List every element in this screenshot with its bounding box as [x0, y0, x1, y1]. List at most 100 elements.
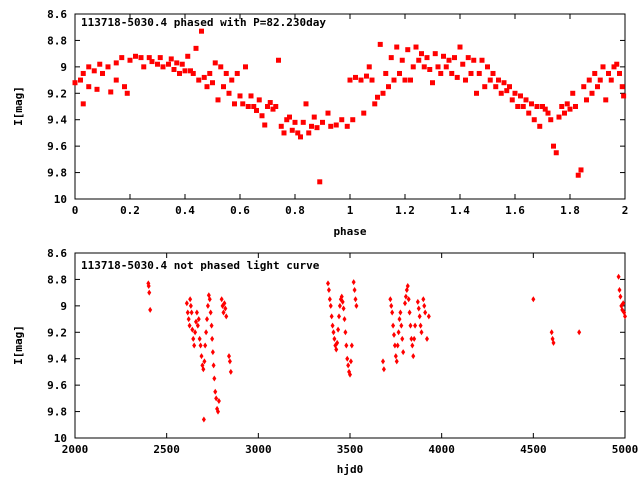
data-point — [281, 130, 287, 136]
data-point — [369, 77, 375, 83]
data-point — [520, 104, 526, 109]
data-point — [204, 84, 210, 90]
data-point — [545, 110, 551, 116]
data-point — [332, 335, 337, 342]
data-point — [430, 80, 435, 86]
data-point — [254, 107, 259, 113]
data-point — [196, 316, 201, 323]
x-tick-label: 3500 — [337, 443, 364, 456]
data-point — [186, 316, 191, 323]
data-point — [80, 70, 86, 76]
data-point — [606, 70, 611, 76]
x-tick-label: 5000 — [612, 443, 639, 456]
data-point — [232, 101, 237, 107]
data-point — [427, 67, 433, 72]
data-point — [474, 90, 479, 96]
data-point — [192, 342, 197, 349]
data-point — [393, 353, 398, 360]
data-point — [419, 51, 424, 57]
data-point — [127, 57, 133, 63]
data-point — [340, 298, 345, 305]
data-point — [216, 398, 221, 404]
data-point — [413, 322, 418, 329]
data-point — [345, 355, 350, 362]
data-point — [449, 70, 455, 76]
data-point — [394, 358, 399, 365]
data-point — [210, 335, 215, 342]
data-point — [551, 143, 556, 149]
data-point — [211, 362, 216, 369]
x-tick-label: 1.2 — [395, 204, 415, 217]
data-point — [402, 77, 408, 83]
data-point — [553, 150, 559, 156]
data-point — [421, 64, 427, 70]
data-point — [100, 70, 105, 76]
data-point — [270, 106, 276, 112]
data-point — [276, 57, 281, 63]
data-point — [577, 329, 582, 336]
data-point — [485, 64, 490, 70]
data-point — [185, 53, 191, 59]
data-point — [490, 70, 496, 76]
data-point — [326, 280, 330, 287]
data-point — [348, 371, 352, 378]
data-point — [209, 322, 214, 329]
data-point — [556, 114, 562, 120]
data-point — [388, 296, 393, 303]
data-point — [325, 110, 331, 116]
data-point — [259, 113, 265, 119]
y-tick-label: 9.4 — [47, 114, 67, 127]
data-point — [395, 342, 400, 349]
data-point — [78, 77, 83, 83]
data-point — [188, 302, 193, 309]
x-tick-label: 1.4 — [450, 204, 470, 217]
data-point — [331, 329, 336, 336]
data-point — [213, 388, 218, 395]
data-point — [407, 309, 412, 316]
data-point — [361, 110, 367, 116]
data-point — [353, 74, 358, 80]
data-point — [518, 93, 523, 99]
data-point — [600, 64, 606, 70]
data-point — [567, 106, 573, 112]
data-point — [344, 342, 349, 349]
data-point — [426, 313, 431, 320]
data-point — [405, 283, 410, 290]
x-tick-label: 4500 — [520, 443, 547, 456]
data-point — [406, 296, 411, 303]
data-point — [204, 329, 209, 336]
data-point — [214, 395, 219, 402]
data-point — [146, 55, 152, 61]
data-point — [196, 77, 202, 83]
data-point — [326, 287, 331, 293]
data-point — [193, 45, 199, 51]
data-point — [256, 97, 262, 103]
data-point — [381, 366, 386, 373]
y-tick-label: 9.2 — [47, 326, 67, 339]
unphased-light-curve-panel: 113718-5030.4 not phased light curve hjd… — [12, 247, 638, 476]
x-tick-label: 1.6 — [505, 204, 525, 217]
data-point — [188, 68, 193, 74]
data-point — [409, 335, 414, 342]
data-point — [542, 106, 548, 112]
y-axis-label: I[mag] — [12, 86, 25, 126]
y-tick-label: 9 — [60, 300, 67, 313]
y-axis-label: I[mag] — [12, 325, 25, 365]
x-tick-label: 2500 — [153, 443, 180, 456]
y-tick-label: 9.6 — [47, 140, 67, 153]
data-point — [168, 56, 174, 62]
data-points — [72, 28, 627, 185]
data-point — [210, 349, 215, 356]
data-point — [105, 64, 111, 70]
tick-group: 0 0.2 0.4 0.6 0.8 1 1.2 1.4 1.6 1.8 2 8.6 8.8 9 9.2 9.4… — [47, 8, 628, 217]
data-point — [408, 322, 413, 329]
data-point — [245, 104, 251, 109]
data-point — [234, 70, 240, 76]
data-point — [194, 318, 198, 325]
data-point — [207, 70, 213, 76]
x-axis-label: phase — [333, 225, 366, 238]
data-point — [336, 326, 341, 333]
data-point — [337, 313, 341, 320]
data-point — [487, 77, 493, 83]
data-point — [396, 329, 401, 336]
